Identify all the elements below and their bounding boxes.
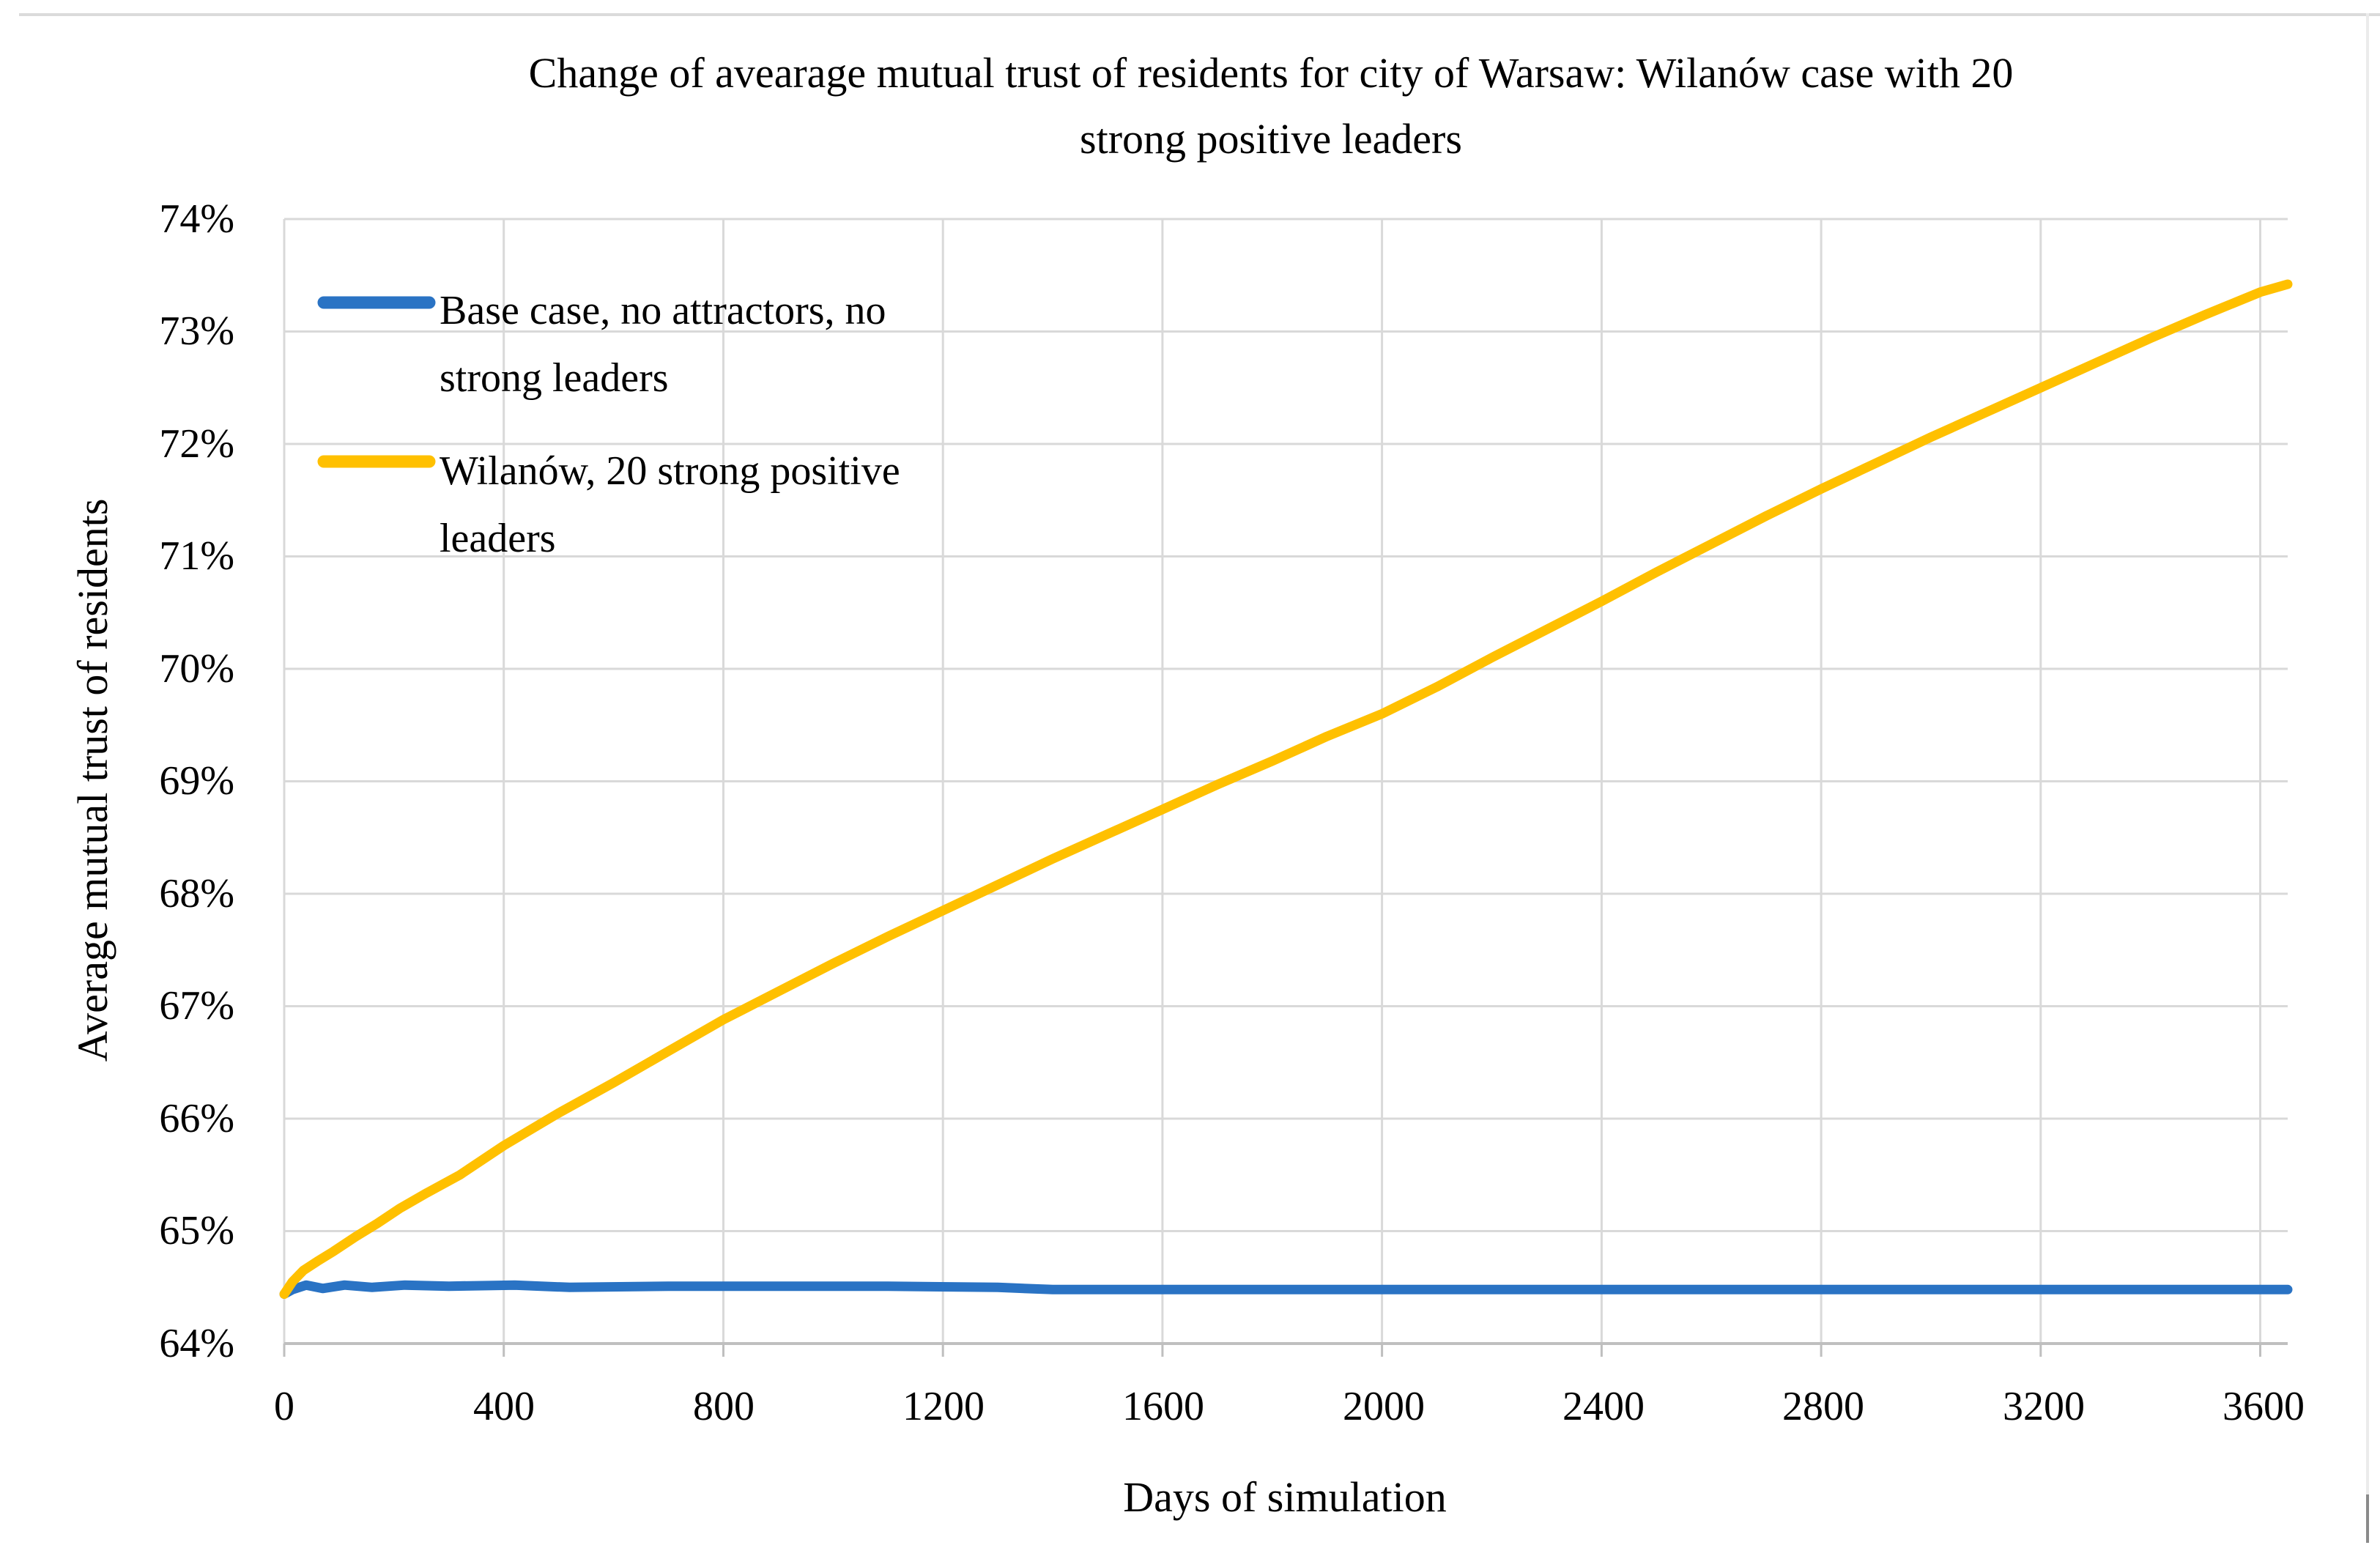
y-tick-label: 67% [159, 983, 234, 1029]
series-line-wilanow [279, 279, 2293, 1299]
x-tick-label: 2400 [1562, 1384, 1645, 1429]
y-tick-label: 71% [159, 533, 234, 579]
y-tick-label: 72% [159, 421, 234, 467]
series-line-base-case [279, 1280, 2293, 1299]
chart-title-line1: Change of avearage mutual trust of resid… [528, 49, 2014, 97]
y-tick-label: 74% [159, 196, 234, 242]
legend-label-base-case-line2: strong leaders [440, 355, 669, 401]
y-tick-label: 69% [159, 758, 234, 804]
x-tick-label: 2800 [1782, 1384, 1864, 1429]
legend-label-wilanow-line1: Wilanów, 20 strong positive [440, 448, 900, 494]
x-tick-label: 0 [274, 1384, 294, 1429]
legend-label-wilanow-line2: leaders [440, 516, 556, 561]
x-tick-label: 400 [473, 1384, 535, 1429]
legend-label-base-case-line1: Base case, no attractors, no [440, 288, 886, 333]
y-axis-title: Average mutual trust of residents [69, 498, 116, 1062]
x-tick-label: 2000 [1343, 1384, 1425, 1429]
x-axis-title: Days of simulation [1123, 1473, 1447, 1521]
page-border-top [19, 13, 2380, 16]
y-tick-label: 66% [159, 1096, 234, 1141]
x-tick-label: 1600 [1122, 1384, 1204, 1429]
y-tick-label: 73% [159, 308, 234, 354]
x-tick-label: 800 [693, 1384, 755, 1429]
x-tick-label: 3200 [2003, 1384, 2085, 1429]
y-tick-label: 70% [159, 646, 234, 692]
page-border-right [2366, 13, 2369, 1494]
y-tick-label: 64% [159, 1321, 234, 1366]
y-tick-label: 68% [159, 871, 234, 916]
page-border-right-dark [2366, 1494, 2369, 1543]
y-tick-label: 65% [159, 1208, 234, 1253]
x-tick-label: 1200 [902, 1384, 985, 1429]
x-tick-label: 3600 [2223, 1384, 2305, 1429]
chart-title-line2: strong positive leaders [1080, 115, 1462, 163]
